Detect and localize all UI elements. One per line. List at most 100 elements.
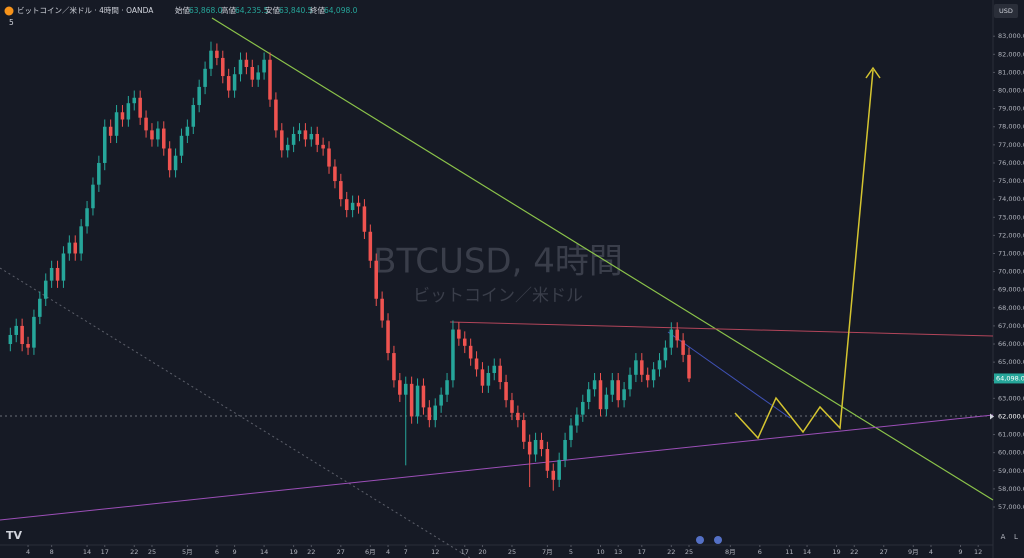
y-tick-label: 78,000.0 — [998, 123, 1024, 131]
x-tick-label: 25 — [685, 548, 693, 556]
x-tick-label: 17 — [101, 548, 109, 556]
dotted-trendline — [0, 267, 471, 558]
y-tick-label: 81,000.0 — [998, 68, 1024, 76]
blue-line — [667, 331, 791, 419]
candle-body — [256, 72, 260, 80]
candle-body — [575, 414, 579, 426]
x-tick-label: 11 — [785, 548, 793, 556]
candle-body — [274, 99, 278, 131]
candle-body — [38, 298, 42, 317]
auto-scale[interactable]: A — [1001, 533, 1006, 541]
y-tick-label: 76,000.0 — [998, 159, 1024, 167]
x-tick-label: 9月 — [908, 548, 919, 556]
projection-path — [734, 69, 874, 440]
x-tick-label: 22 — [667, 548, 675, 556]
candle-body — [132, 97, 137, 104]
y-tick-label: 69,000.0 — [998, 286, 1024, 294]
x-tick-label: 6 — [758, 548, 762, 556]
candle-body — [91, 184, 95, 209]
candle-body — [545, 449, 550, 471]
candle-body — [457, 329, 461, 339]
candle-body — [67, 242, 72, 254]
candle-body — [634, 360, 638, 375]
logo[interactable]: TV — [6, 529, 23, 542]
candle-body — [262, 59, 266, 73]
candle-body — [350, 202, 355, 211]
x-tick-label: 27 — [337, 548, 345, 556]
candle-body — [557, 459, 561, 480]
candle-body — [504, 382, 508, 401]
candle-body — [291, 133, 296, 145]
event-icon[interactable] — [696, 536, 704, 544]
open-value: 63,868.0 — [189, 6, 223, 15]
candle-body — [640, 360, 644, 375]
candle-body — [333, 166, 337, 182]
candle-body — [226, 76, 231, 91]
candle-body — [203, 68, 207, 87]
candle-body — [451, 329, 455, 381]
plot — [8, 41, 691, 491]
candle-body — [8, 334, 13, 345]
x-tick-label: 14 — [260, 548, 268, 556]
candle-body — [569, 425, 573, 440]
candle-body — [49, 267, 54, 281]
high-label: 高値 — [221, 5, 236, 15]
candle-body — [516, 412, 520, 421]
candle-body — [150, 130, 154, 140]
y-tick-label: 60,000.0 — [998, 449, 1024, 457]
indicator[interactable]: 5 — [9, 18, 14, 27]
last-price-label: 64,098.0 — [996, 374, 1024, 382]
low-value: 63,840.5 — [279, 6, 313, 15]
candle-body — [427, 407, 432, 421]
candle-body — [43, 280, 48, 299]
candle-body — [486, 372, 491, 386]
crosshair-label: 62,000.0 — [998, 412, 1024, 420]
currency-box[interactable] — [994, 4, 1018, 18]
x-tick-label: 10 — [596, 548, 604, 556]
candle-body — [221, 57, 225, 77]
candle-body — [32, 316, 36, 348]
candle-body — [581, 401, 585, 415]
x-tick-label: 7 — [404, 548, 408, 556]
candle-body — [79, 226, 83, 254]
candle-body — [167, 148, 172, 171]
x-tick-label: 17 — [461, 548, 469, 556]
candle-body — [14, 325, 18, 335]
x-tick-label: 4 — [386, 548, 390, 556]
candle-body — [232, 74, 237, 91]
candle-body — [85, 208, 89, 227]
y-tick-label: 61,000.0 — [998, 431, 1024, 439]
drawings — [0, 17, 994, 558]
candle-body — [445, 380, 449, 395]
y-tick-label: 79,000.0 — [998, 105, 1024, 113]
x-tick-label: 12 — [431, 548, 439, 556]
x-tick-label: 6月 — [365, 548, 376, 556]
candle-body — [563, 439, 567, 460]
candle-body — [386, 320, 390, 354]
close-label: 終値 — [310, 5, 325, 15]
candle-body — [522, 420, 526, 442]
candle-body — [344, 199, 349, 211]
candle-body — [244, 59, 249, 67]
candle-body — [439, 394, 443, 406]
candle-body — [474, 358, 479, 370]
x-tick-label: 5 — [569, 548, 573, 556]
candle-body — [645, 374, 650, 381]
event-icon[interactable] — [714, 536, 722, 544]
log-scale[interactable]: L — [1014, 533, 1018, 541]
candle-body — [61, 253, 66, 281]
candle-body — [309, 133, 314, 140]
candle-body — [339, 181, 343, 200]
candle-body — [492, 365, 497, 373]
candle-body — [498, 365, 502, 383]
x-tick-label: 9 — [958, 548, 962, 556]
candle-body — [356, 202, 361, 207]
candle-body — [280, 130, 284, 151]
candle-body — [126, 103, 131, 120]
candle-body — [527, 441, 532, 455]
y-tick-label: 70,000.0 — [998, 268, 1024, 276]
candle-body — [380, 298, 384, 321]
currency[interactable]: USD — [999, 7, 1013, 15]
candle-body — [173, 155, 178, 171]
x-tick-label: 22 — [130, 548, 138, 556]
